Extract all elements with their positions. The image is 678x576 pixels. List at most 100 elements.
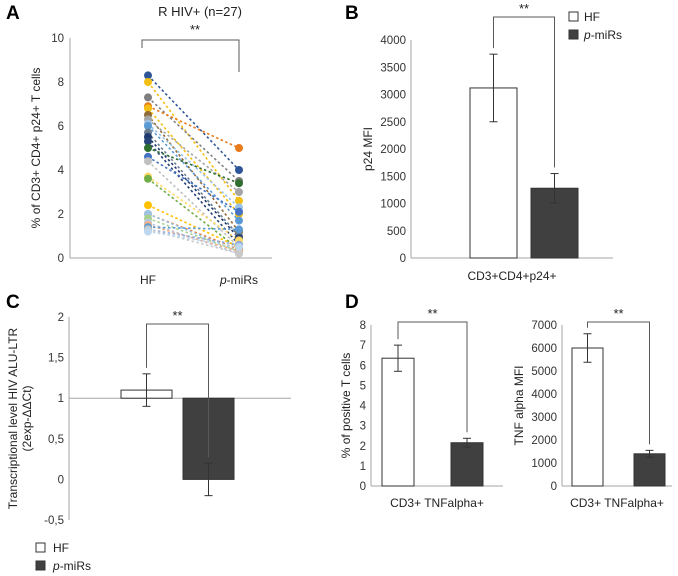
legend-swatch-pmirs — [568, 29, 579, 40]
significance-bracket — [141, 39, 240, 72]
y-axis-label: TNF alpha MFI — [512, 365, 526, 445]
y-tick-label: 0 — [400, 253, 406, 265]
y-tick-label: -0,5 — [44, 515, 64, 527]
dot-hf — [144, 144, 152, 152]
dot-hf — [144, 104, 152, 113]
y-axis-label: % of positive T cells — [339, 353, 353, 459]
pair-line — [147, 107, 240, 215]
x-category-pmirs: p-miRs — [219, 273, 258, 287]
legend-label-pmirs: p-miRs — [583, 28, 622, 42]
y-tick-label: 8 — [58, 77, 64, 89]
y-tick-label: 2 — [360, 441, 366, 453]
panel-letter-c: C — [6, 292, 20, 313]
y-tick-label: 3500 — [380, 62, 406, 74]
y-tick-label: 2500 — [380, 117, 406, 129]
significance-stars: ** — [190, 22, 200, 37]
y-tick-label: 7 — [360, 340, 366, 352]
y-tick-label: 2 — [58, 209, 64, 221]
legend-label-hf-text: HF — [584, 10, 600, 24]
legend-swatch-pmirs — [35, 560, 46, 571]
pair-line — [147, 230, 240, 248]
bar-pmirs — [633, 453, 666, 487]
y-tick-label: 6 — [360, 360, 366, 372]
dot-hf — [144, 174, 152, 183]
dot-pmirs — [235, 249, 243, 258]
panel-letter-a: A — [6, 3, 20, 24]
y-tick-label: 500 — [387, 226, 406, 238]
y-axis-label: p24 MFI — [361, 127, 375, 171]
x-axis-label: CD3+ TNFalpha+ — [570, 496, 664, 510]
significance-stars: ** — [427, 306, 437, 321]
dot-pmirs — [235, 216, 243, 225]
pair-line — [147, 226, 240, 231]
pair-line — [147, 118, 240, 193]
y-tick-label: 2 — [58, 312, 64, 324]
legend-label-hf-text: HF — [53, 541, 69, 555]
dot-hf — [144, 201, 152, 210]
panel-letter-b: B — [345, 3, 359, 24]
y-tick-label: 1000 — [531, 458, 557, 470]
dot-hf — [144, 71, 152, 80]
y-tick-label: 4000 — [380, 35, 406, 47]
legend-label-hf: HF — [584, 10, 600, 24]
y-tick-label: 3 — [360, 421, 366, 433]
x-category-pmirs-italic: p — [219, 273, 227, 287]
chart-a-paired-dots: R HIV+ (n=27) 0 2 4 6 8 10 % of CD3+ CD4+ p24+ … — [29, 4, 272, 287]
legend-label-pmirs-text: -miRs — [591, 28, 622, 42]
y-tick-label: 1500 — [380, 171, 406, 183]
pair-line — [147, 217, 240, 253]
legend-label-hf: HF — [53, 541, 69, 555]
legend-swatch-hf — [35, 542, 46, 553]
dot-pmirs — [235, 243, 243, 251]
significance-bracket — [493, 16, 555, 168]
dot-pmirs — [235, 188, 243, 196]
pair-line — [147, 228, 240, 246]
x-category-pmirs-text: -miRs — [227, 273, 258, 287]
chart-d-percent-positive: 0 1 2 3 4 5 6 7 8 ** % of positive T cells CD3+ TNF… — [339, 306, 503, 510]
x-axis-label: CD3+CD4+p24+ — [467, 269, 556, 283]
y-tick-label: 4 — [360, 401, 367, 413]
y-tick-label: 0 — [551, 481, 557, 493]
dot-pmirs — [235, 225, 243, 234]
pair-line — [147, 125, 240, 222]
bar-pmirs — [450, 442, 484, 487]
legend-label-pmirs-italic: p — [583, 28, 591, 42]
y-tick-label: 0,5 — [48, 434, 64, 446]
y-tick-label: 6 — [58, 121, 64, 133]
pair-line — [147, 96, 240, 182]
significance-bracket — [397, 321, 468, 433]
y-tick-label: 7000 — [531, 320, 557, 332]
pair-line — [147, 147, 240, 184]
significance-bracket — [587, 321, 650, 445]
chart-c-transcription: -0,5 0 0,5 1 1,5 2 ** Transcriptional level HIV… — [6, 308, 291, 573]
y-tick-label: 2000 — [531, 435, 557, 447]
bar-hf — [381, 357, 415, 487]
legend-label-pmirs-italic: p — [52, 559, 60, 573]
y-tick-label: 0 — [58, 253, 64, 265]
significance-stars: ** — [172, 308, 182, 323]
y-tick-label: 1 — [360, 461, 366, 473]
pair-line — [147, 105, 240, 149]
y-tick-label: 1 — [58, 393, 64, 405]
panel-letter-d: D — [345, 292, 359, 313]
significance-stars: ** — [519, 1, 529, 16]
y-tick-label: 1000 — [380, 199, 406, 211]
chart-b-p24-mfi: 0 500 1000 1500 2000 2500 3000 3500 4000 ** p24 MF… — [361, 1, 622, 283]
pair-line — [147, 175, 240, 242]
pair-line — [147, 178, 240, 250]
pair-line — [147, 74, 240, 171]
y-axis-label-line: (2exp-ΔΔCt) — [20, 385, 34, 451]
legend-swatch-hf — [568, 11, 579, 22]
y-tick-label: 3000 — [380, 90, 406, 102]
pair-line — [147, 224, 240, 253]
dot-hf — [144, 137, 152, 146]
dot-hf — [144, 227, 152, 236]
y-tick-label: 0 — [58, 474, 64, 486]
y-tick-label: 8 — [360, 320, 366, 332]
dot-pmirs — [235, 144, 243, 152]
pair-line — [147, 132, 240, 237]
dot-pmirs — [235, 207, 243, 216]
chart-title: R HIV+ (n=27) — [158, 4, 242, 19]
dot-hf — [144, 78, 152, 86]
